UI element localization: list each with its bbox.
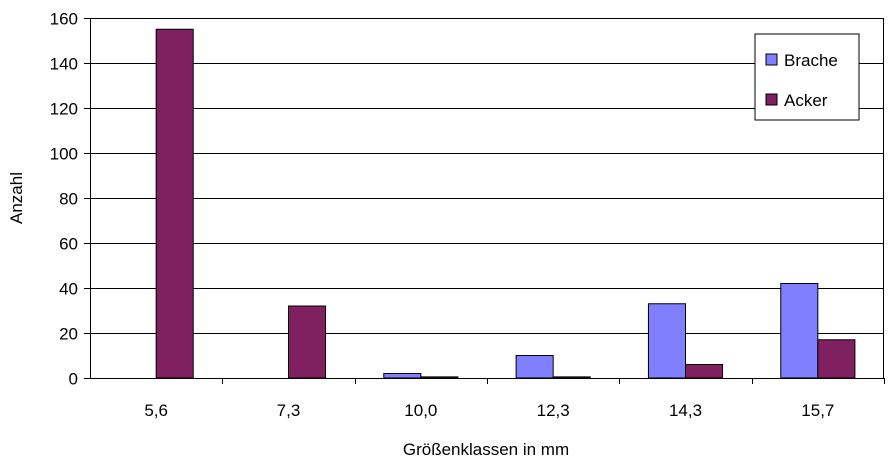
bar-brache-10-0	[383, 373, 422, 379]
y-tick-label: 60	[59, 235, 78, 254]
x-tick-label: 10,0	[404, 401, 437, 420]
gridlines	[90, 18, 884, 334]
bar-acker-10-0	[420, 376, 459, 379]
y-tick-labels: 0 20 40 60 80 100 120 140 160	[50, 10, 78, 389]
bar-brache-14-3	[647, 303, 686, 379]
axes	[84, 18, 885, 384]
y-tick-label: 100	[50, 145, 78, 164]
legend-label-acker: Acker	[784, 91, 828, 110]
x-tick-labels: 5,6 7,3 10,0 12,3 14,3 15,7	[144, 401, 834, 420]
legend-swatch-brache	[765, 53, 778, 66]
y-tick-label: 20	[59, 325, 78, 344]
bars	[155, 28, 856, 379]
y-tick-label: 160	[50, 10, 78, 29]
x-tick-label: 14,3	[669, 401, 702, 420]
y-tick-label: 40	[59, 280, 78, 299]
bar-brache-12-3	[515, 355, 554, 379]
y-axis-title: Anzahl	[7, 172, 26, 224]
y-tick-label: 0	[69, 370, 78, 389]
legend: Brache Acker	[754, 33, 860, 121]
legend-label-brache: Brache	[784, 51, 838, 70]
bar-brache-15-7	[780, 283, 819, 379]
x-tick-label: 5,6	[144, 401, 168, 420]
x-axis-title: Größenklassen in mm	[403, 440, 569, 459]
y-tick-label: 120	[50, 100, 78, 119]
bar-acker-14-3	[685, 364, 724, 379]
legend-swatch-acker	[765, 93, 778, 106]
x-tick-label: 7,3	[277, 401, 301, 420]
x-tick-label: 15,7	[801, 401, 834, 420]
y-tick-label: 140	[50, 55, 78, 74]
bar-acker-7-3	[288, 305, 327, 379]
x-tick-label: 12,3	[537, 401, 570, 420]
bar-acker-15-7	[817, 339, 856, 379]
bar-acker-5-6	[155, 28, 194, 379]
y-tick-label: 80	[59, 190, 78, 209]
bar-acker-12-3	[552, 376, 591, 379]
legend-box	[754, 33, 860, 121]
